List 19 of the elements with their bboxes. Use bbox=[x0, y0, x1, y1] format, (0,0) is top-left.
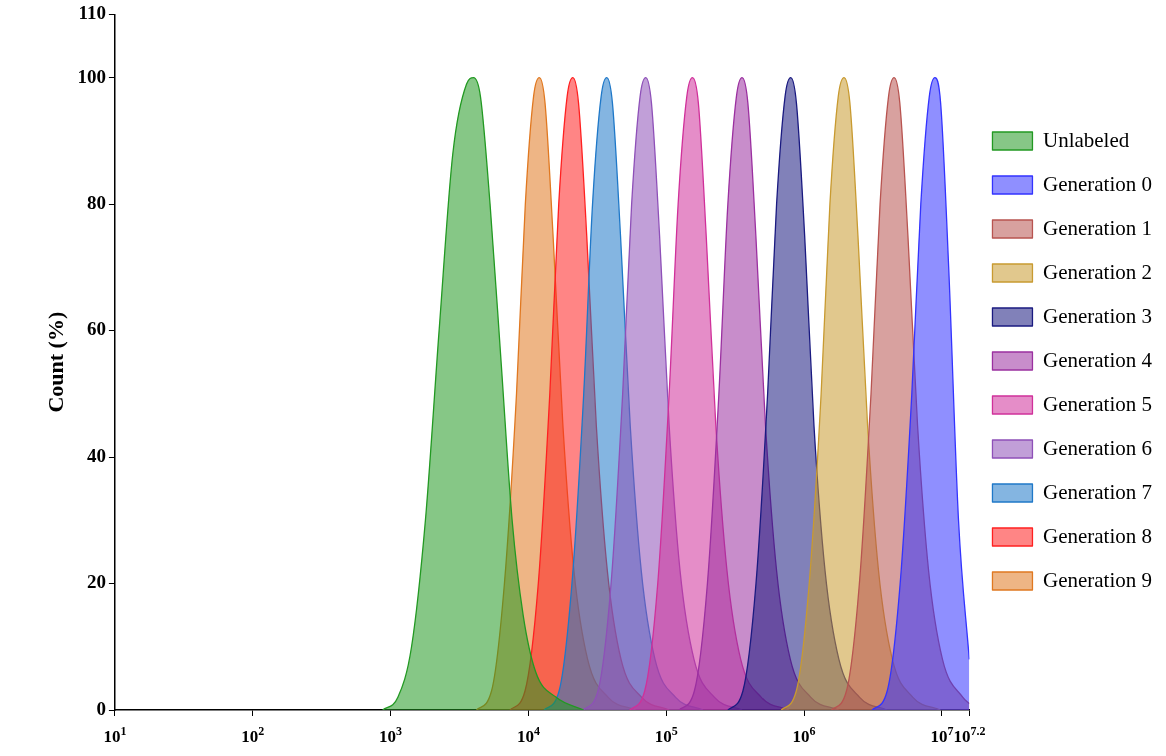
legend-label: Unlabeled bbox=[1042, 127, 1130, 152]
y-axis-title: Count (%) bbox=[42, 311, 68, 413]
legend-label: Generation 1 bbox=[1042, 215, 1153, 240]
y-tick-label: 60 bbox=[86, 318, 106, 340]
legend-label: Generation 9 bbox=[1042, 567, 1153, 592]
y-tick-label: 80 bbox=[86, 192, 106, 214]
legend-label: Generation 5 bbox=[1042, 391, 1153, 416]
legend-label: Generation 6 bbox=[1042, 435, 1153, 460]
legend-label: Generation 3 bbox=[1042, 303, 1153, 328]
legend-label: Generation 0 bbox=[1042, 171, 1153, 196]
y-tick-label: 110 bbox=[78, 2, 106, 24]
y-tick-label: 20 bbox=[86, 571, 106, 593]
y-tick-label: 100 bbox=[77, 65, 106, 87]
legend-label: Generation 4 bbox=[1042, 347, 1153, 372]
y-tick-label: 0 bbox=[96, 697, 106, 719]
legend-label: Generation 8 bbox=[1042, 523, 1153, 548]
y-tick-label: 40 bbox=[86, 444, 106, 466]
legend-label: Generation 7 bbox=[1042, 479, 1153, 504]
legend-label: Generation 2 bbox=[1042, 259, 1153, 284]
